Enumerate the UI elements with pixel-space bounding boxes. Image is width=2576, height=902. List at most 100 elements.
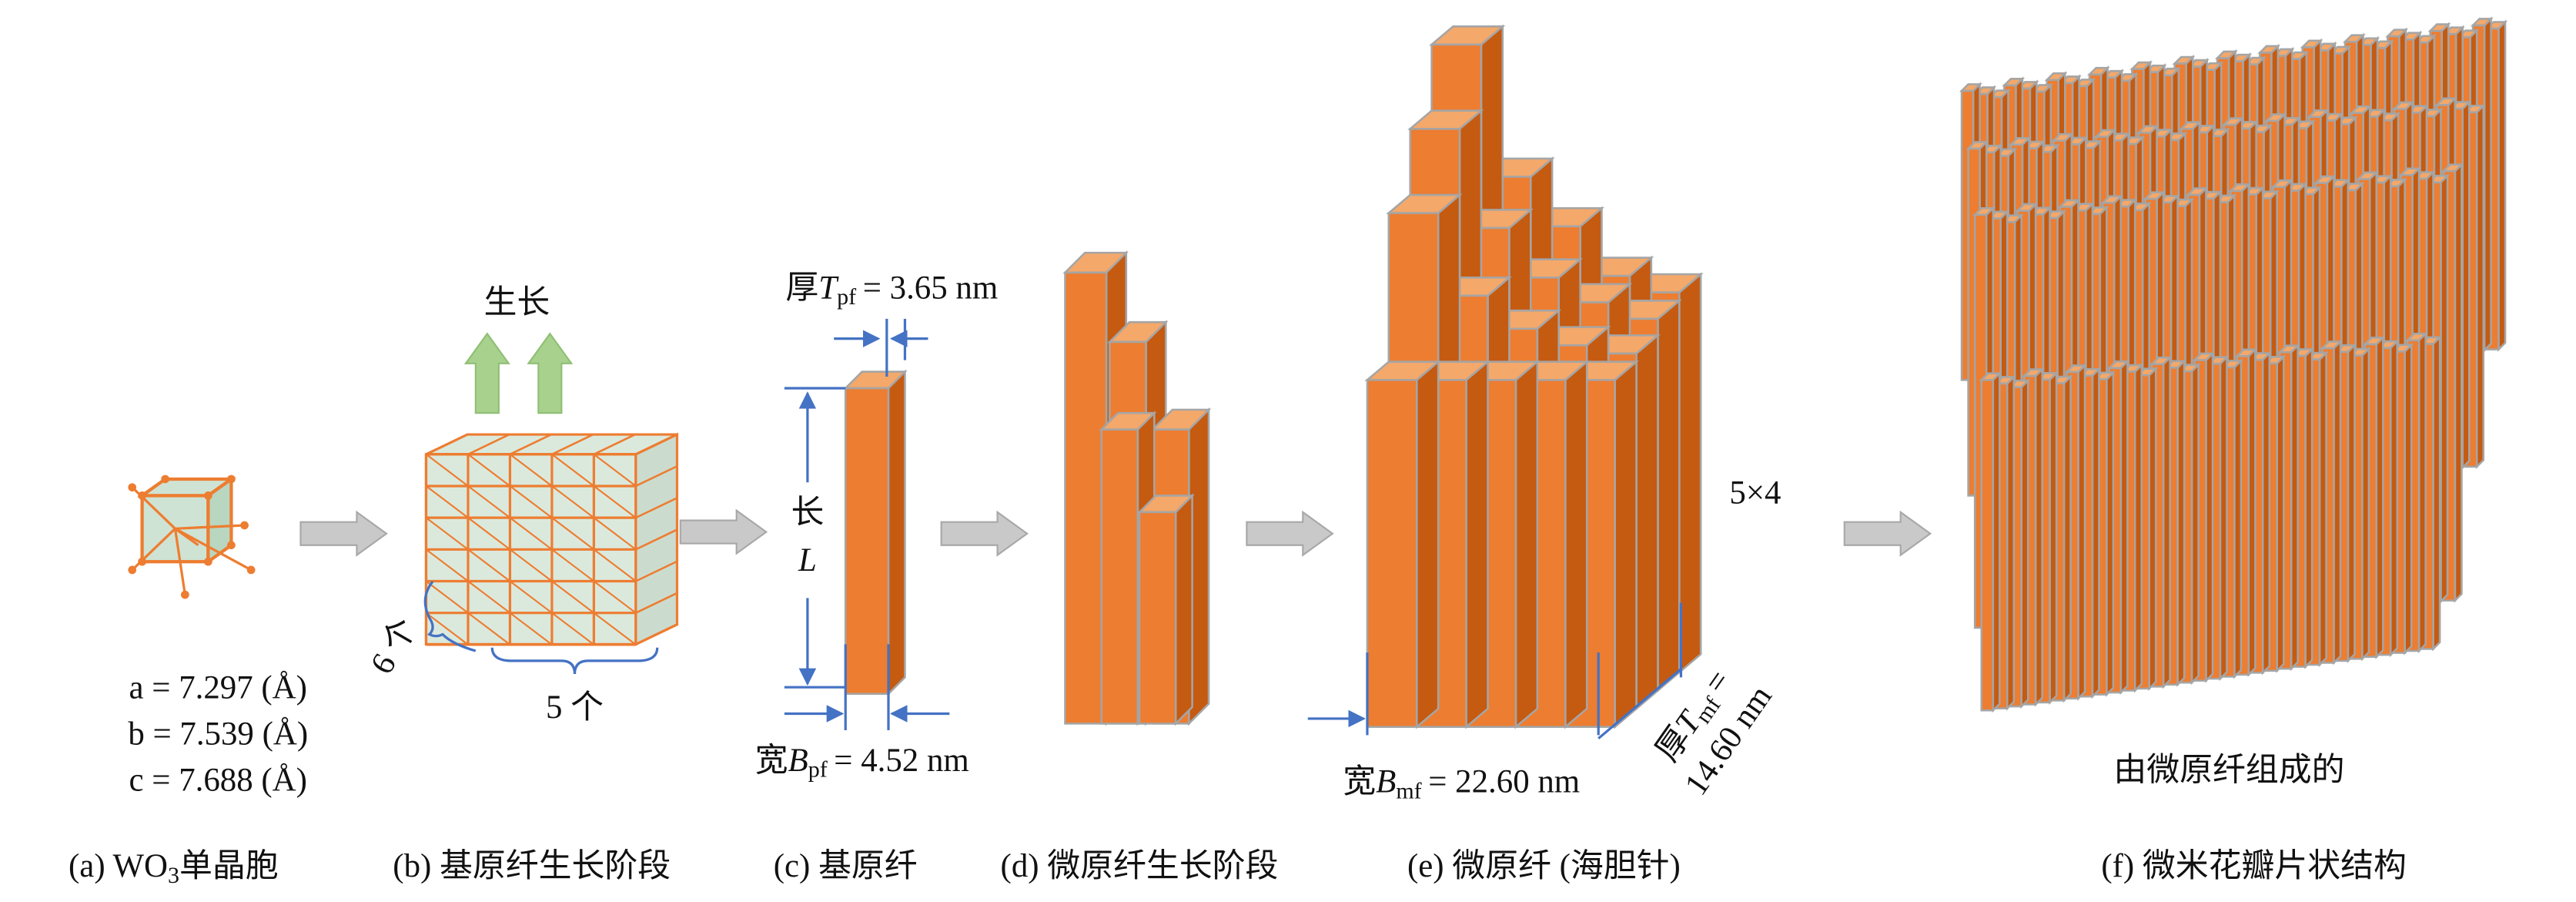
caption: (d) 微原纤生长阶段 <box>1001 848 1279 884</box>
grid-line <box>635 465 678 488</box>
grid-diagonal <box>467 548 511 582</box>
caption-text: (a) WO <box>69 848 168 884</box>
formula-subscript: mf <box>1396 778 1421 803</box>
formula-value: 22.60 nm <box>1455 764 1580 800</box>
grid-diagonal <box>509 517 553 551</box>
length-symbol: L <box>798 542 817 578</box>
thickness-label: 厚Tpf = 3.65 nm <box>785 270 998 310</box>
grid-diagonal <box>509 580 553 614</box>
process-arrow <box>1843 510 1932 557</box>
prism-side <box>2347 343 2356 663</box>
formula-prefix: 宽 <box>755 742 788 779</box>
lattice-constant: a = 7.297 (Å) <box>129 669 307 706</box>
grid-diagonal <box>593 517 637 551</box>
prism-side <box>2304 347 2313 669</box>
formula-prefix: 宽 <box>1343 763 1376 800</box>
prism-side <box>2247 347 2257 677</box>
prism-side <box>1564 359 1588 729</box>
caption-tail: 单晶胞 <box>179 848 279 884</box>
process-arrow <box>940 510 1029 557</box>
growth-arrow <box>527 332 574 414</box>
grid-diagonal <box>467 485 511 519</box>
formula-relation: = <box>1428 764 1447 800</box>
brace <box>490 647 659 675</box>
caption-subscript: 3 <box>168 863 179 888</box>
petal-note: 由微原纤组成的 <box>2113 753 2344 789</box>
process-arrow <box>1246 510 1334 557</box>
prism-front <box>844 387 890 696</box>
growth-arrow <box>463 332 510 414</box>
prism-side <box>887 369 906 696</box>
grid-diagonal <box>425 517 469 551</box>
prism-side <box>2417 331 2427 654</box>
prism-side <box>2020 378 2029 709</box>
grid-line <box>635 560 678 582</box>
growth-label: 生长 <box>484 285 550 321</box>
grid-diagonal <box>551 453 595 487</box>
grid-diagonal <box>593 548 637 582</box>
caption: (a) WO3单晶胞 <box>69 848 279 888</box>
prism-side <box>1415 359 1440 729</box>
dimension-line <box>1597 668 1682 739</box>
atom <box>204 557 212 566</box>
prism-side <box>1174 493 1193 726</box>
grid-line <box>593 433 636 455</box>
caption: (b) 基原纤生长阶段 <box>393 848 671 884</box>
grid-diagonal <box>593 612 637 645</box>
grid-line <box>635 528 678 551</box>
prism-side <box>1635 333 1659 711</box>
cell-bond <box>174 527 199 547</box>
atom <box>227 474 236 484</box>
grid-diagonal <box>467 453 511 487</box>
grid-line <box>635 433 678 455</box>
prism-side <box>2404 342 2413 656</box>
prism-side <box>1678 272 1702 675</box>
process-arrow <box>679 508 768 555</box>
prism-front <box>1064 271 1108 725</box>
grid-diagonal <box>425 580 469 614</box>
atom <box>180 590 189 599</box>
grid-diagonal <box>425 485 469 519</box>
atom <box>138 491 146 500</box>
grid-line <box>467 433 510 455</box>
prism-front <box>1366 378 1418 728</box>
formula-prefix: 厚 <box>785 270 818 306</box>
prism-front <box>1100 428 1139 725</box>
grid-diagonal <box>509 548 553 582</box>
atom <box>128 565 137 575</box>
caption: (c) 基原纤 <box>774 848 918 884</box>
atom <box>128 483 137 492</box>
prism-side <box>1514 359 1539 729</box>
formula-symbol: T <box>818 270 839 306</box>
caption: (f) 微米花瓣片状结构 <box>2101 848 2407 884</box>
grid-diagonal <box>467 580 511 614</box>
formula-relation: = <box>834 743 852 779</box>
prism-side <box>1614 359 1638 729</box>
grid-diagonal <box>509 453 553 487</box>
atom <box>227 541 236 550</box>
cell-bond <box>173 528 186 595</box>
grid-diagonal <box>593 485 637 519</box>
brace <box>423 580 477 652</box>
atom <box>204 491 212 500</box>
grid-diagonal <box>551 485 595 519</box>
formula-relation: = <box>863 270 882 306</box>
grid-line <box>635 623 678 646</box>
cell-bond <box>174 527 252 572</box>
grid-diagonal <box>509 612 553 645</box>
grid-line <box>635 497 678 519</box>
width-label: 宽Bmf = 22.60 nm <box>1343 763 1580 804</box>
atom <box>240 521 249 530</box>
formula-subscript: pf <box>808 756 828 782</box>
grid-diagonal <box>551 517 595 551</box>
formula-subscript: pf <box>837 284 856 310</box>
atom <box>246 565 256 575</box>
grid-diagonal <box>593 453 637 487</box>
grid-diagonal <box>425 453 469 487</box>
formula-value: 3.65 nm <box>890 270 999 306</box>
grid-line <box>509 433 552 455</box>
prism-side <box>2133 362 2143 693</box>
prism-front <box>1980 378 1995 712</box>
lattice-constant: c = 7.688 (Å) <box>129 762 307 798</box>
prism-side <box>2361 346 2370 662</box>
